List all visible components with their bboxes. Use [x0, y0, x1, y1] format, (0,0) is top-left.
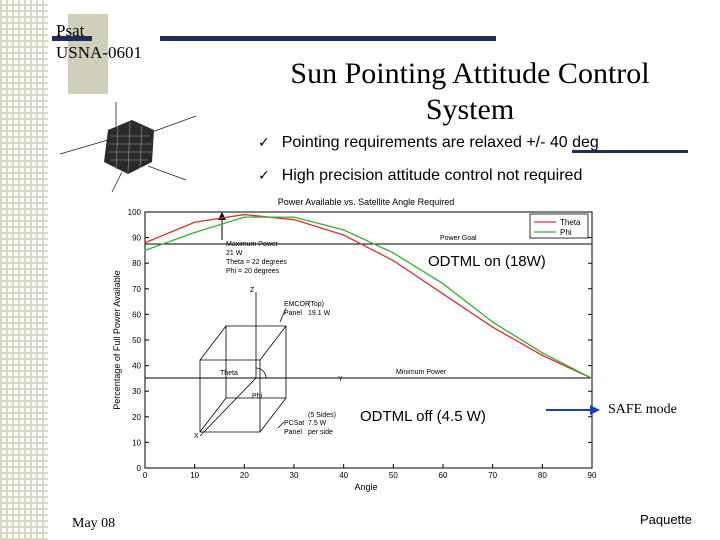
y-tick-label: 90	[132, 234, 141, 243]
legend-label-theta: Theta	[560, 218, 581, 227]
data-point-theta	[342, 234, 345, 236]
data-point-theta	[541, 354, 544, 357]
bullet-1-underline	[572, 150, 688, 153]
data-point-phi	[591, 377, 593, 380]
y-tick-label: 100	[128, 208, 142, 217]
legend-label-phi: Phi	[560, 228, 572, 237]
footer-date: May 08	[72, 516, 116, 531]
slide-title-line1: Sun Pointing Attitude Control	[290, 57, 650, 90]
max-power-title: Maximum Power	[226, 241, 279, 248]
slide-title-line2: System	[425, 93, 515, 126]
emcor-label-3: Panel	[284, 310, 302, 317]
pcsat-label-3: 7.5 W	[308, 420, 327, 427]
data-point-phi	[392, 252, 395, 254]
slide-title: Sun Pointing Attitude Control System	[258, 56, 682, 128]
header-tab-box	[68, 14, 108, 94]
x-tick-label: 0	[143, 471, 148, 480]
data-point-phi	[193, 231, 196, 234]
emcor-label-4: 19.1 W	[308, 310, 331, 317]
data-point-phi	[144, 249, 146, 252]
slide-id-line2: USNA-0601	[56, 43, 142, 62]
x-tick-label: 20	[240, 471, 249, 480]
data-point-phi	[491, 321, 494, 323]
left-stripe-decoration	[0, 0, 48, 540]
satellite-illustration	[59, 102, 197, 193]
series-line-theta	[144, 213, 593, 379]
checkmark-icon: ✓	[258, 135, 270, 151]
data-point-theta	[243, 213, 246, 216]
x-tick-label: 30	[290, 471, 299, 480]
y-tick-label: 40	[132, 362, 141, 371]
theta-label: Theta	[220, 370, 238, 377]
chart-title: Power Available vs. Satellite Angle Requ…	[278, 197, 454, 207]
pcsat-label-4: Panel	[284, 429, 302, 436]
slide-id: Psat USNA-0601	[56, 20, 142, 64]
data-point-phi	[442, 282, 444, 285]
legend-box	[529, 213, 589, 239]
bullet-2-text: High precision attitude control not requ…	[281, 167, 583, 184]
data-point-phi	[243, 216, 246, 218]
data-point-theta	[442, 293, 444, 295]
pcsat-label-5: per side	[308, 429, 333, 436]
axis-y-label: Y	[338, 376, 343, 383]
bullet-1-text: Pointing requirements are relaxed +/- 40…	[281, 134, 599, 151]
data-point-theta	[193, 221, 196, 224]
minimum-power-label: Minimum Power	[396, 369, 447, 376]
emcor-label-1: EMCOR	[284, 301, 310, 308]
y-tick-label: 20	[132, 413, 141, 422]
y-tick-label: 0	[137, 464, 142, 473]
pcsat-label-2: PCSat	[284, 420, 304, 427]
power-goal-label: Power Goal	[440, 235, 477, 242]
y-tick-label: 30	[132, 387, 141, 396]
chart-xlabel: Angle	[354, 482, 377, 492]
x-tick-label: 90	[588, 471, 597, 480]
max-power-watts: 21 W	[226, 250, 243, 257]
y-tick-label: 80	[132, 259, 141, 268]
safe-mode-arrow-icon	[546, 405, 600, 415]
x-tick-label: 70	[488, 471, 497, 480]
max-power-theta: Theta = 22 degrees	[226, 259, 287, 266]
y-tick-label: 60	[132, 310, 141, 319]
data-point-theta	[293, 218, 295, 221]
power-chart: Power Available vs. Satellite Angle Requ…	[112, 197, 597, 492]
header-rule	[160, 36, 496, 41]
data-point-phi	[342, 229, 345, 231]
data-point-theta	[392, 259, 395, 262]
chart-ylabel: Percentage of Full Power Available	[112, 270, 122, 409]
series-line-phi	[144, 216, 593, 379]
cube-diagram	[199, 292, 336, 437]
bullet-1: ✓ Pointing requirements are relaxed +/- 4…	[258, 134, 599, 152]
emcor-label-2: (Top)	[308, 301, 324, 308]
safe-mode-label: SAFE mode	[608, 402, 677, 417]
x-tick-label: 40	[339, 471, 348, 480]
x-tick-label: 10	[190, 471, 199, 480]
plot-frame	[144, 211, 593, 469]
data-point-theta	[491, 326, 494, 328]
pcsat-label-1: (5 Sides)	[308, 412, 336, 419]
odtml-on-callout: ODTML on (18W)	[428, 253, 546, 270]
x-tick-label: 50	[389, 471, 398, 480]
bullet-2: ✓ High precision attitude control not req…	[258, 167, 582, 185]
axis-x-label: X	[194, 433, 199, 440]
data-point-theta	[144, 241, 146, 244]
y-tick-label: 50	[132, 336, 141, 345]
x-tick-label: 60	[439, 471, 448, 480]
odtml-off-callout: ODTML off (4.5 W)	[360, 408, 486, 425]
y-tick-label: 70	[132, 285, 141, 294]
data-point-phi	[541, 352, 544, 354]
slide-id-line1: Psat	[56, 21, 85, 40]
footer-author: Paquette	[639, 512, 692, 527]
phi-label: Phi	[252, 393, 263, 400]
axis-z-label: Z	[250, 287, 255, 294]
x-tick-label: 80	[538, 471, 547, 480]
y-tick-label: 10	[132, 438, 141, 447]
max-power-phi: Phi = 20 degrees	[226, 268, 280, 275]
header-rule-left	[52, 36, 92, 41]
data-point-phi	[293, 216, 295, 218]
checkmark-icon: ✓	[258, 168, 270, 184]
